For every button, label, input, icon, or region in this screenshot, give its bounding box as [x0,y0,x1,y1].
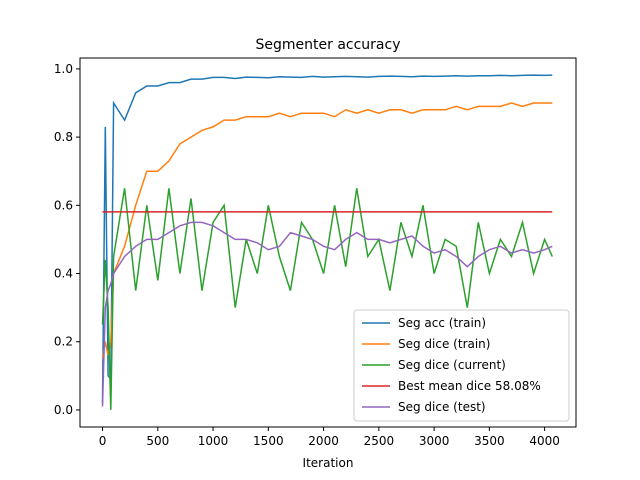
x-tick-label: 4000 [529,434,560,448]
x-tick-label: 2500 [364,434,395,448]
y-tick-label: 0.0 [54,403,73,417]
y-tick-label: 0.8 [54,130,73,144]
legend-label: Seg acc (train) [398,316,486,330]
x-tick-label: 3500 [474,434,505,448]
series-line [101,74,553,404]
x-tick-label: 3000 [419,434,450,448]
x-tick-label: 1500 [253,434,284,448]
x-axis-label: Iteration [303,456,354,470]
y-tick-label: 0.4 [54,267,73,281]
y-tick-label: 0.6 [54,198,73,212]
legend-label: Seg dice (train) [398,337,490,351]
series-line [101,102,553,359]
x-tick-label: 1000 [198,434,229,448]
y-tick-label: 0.2 [54,335,73,349]
legend-label: Seg dice (current) [398,358,506,372]
x-tick-label: 0 [99,434,107,448]
chart-title: Segmenter accuracy [256,37,401,53]
series-line [101,221,553,407]
y-tick-label: 1.0 [54,62,73,76]
legend-label: Best mean dice 58.08% [398,379,541,393]
legend-label: Seg dice (test) [398,400,486,414]
legend-box [353,309,570,422]
x-tick-label: 500 [146,434,169,448]
x-tick-label: 2000 [308,434,339,448]
axes-frame [79,57,577,428]
